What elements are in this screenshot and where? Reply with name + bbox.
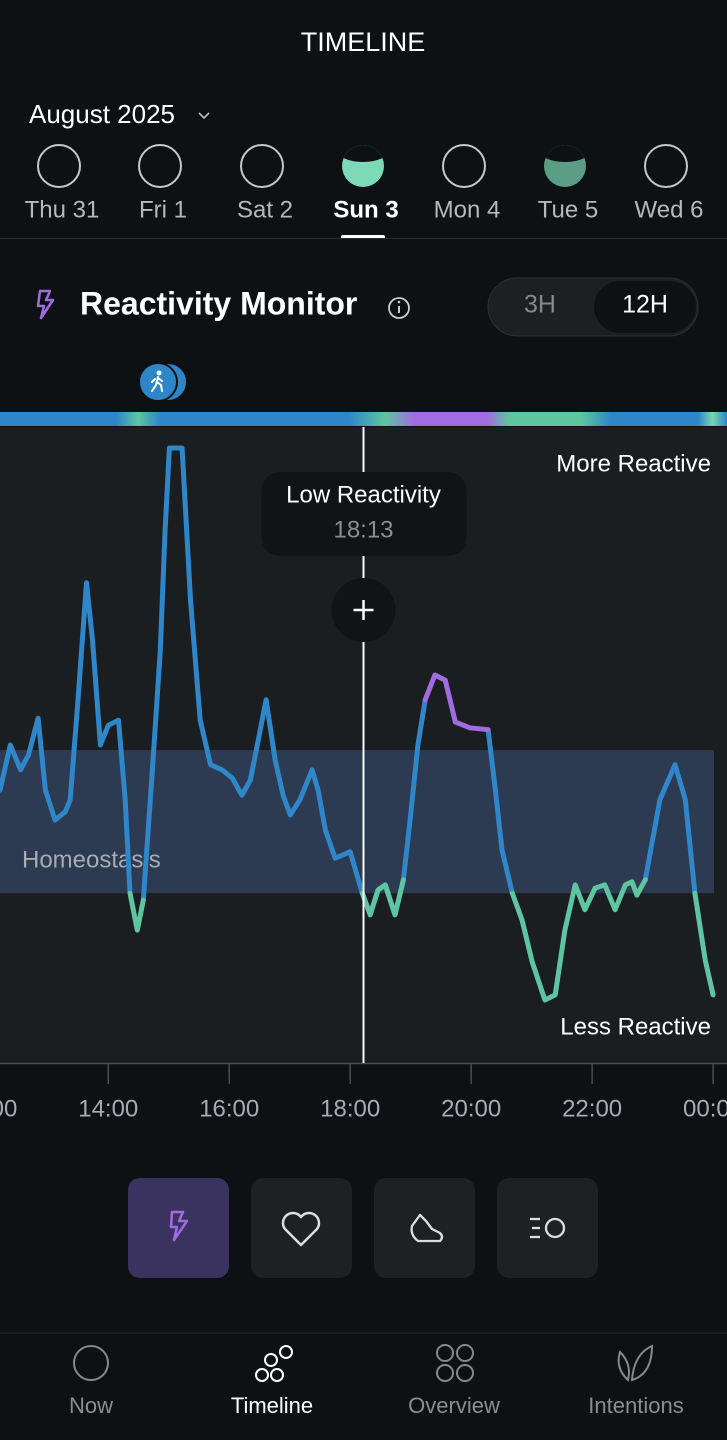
nav-icons: [73, 1344, 654, 1382]
section-title: Reactivity Monitor: [80, 285, 357, 321]
info-icon[interactable]: [388, 297, 410, 319]
add-glyph: [353, 600, 374, 620]
tab-log[interactable]: [497, 1178, 598, 1278]
day-cap: [544, 145, 586, 162]
reactivity-line: [127, 877, 716, 1003]
day-label: Tue 5: [538, 196, 598, 223]
page-title: TIMELINE: [301, 27, 426, 57]
toggle-options: 3H 12H: [524, 281, 696, 333]
day[interactable]: Fri 1: [138, 144, 187, 223]
nav-item[interactable]: Intentions: [588, 1393, 683, 1418]
x-tick-label: 22:00: [562, 1095, 622, 1122]
toggle-option[interactable]: 12H: [622, 291, 668, 319]
day-ring: [442, 144, 486, 188]
day[interactable]: Sat 2: [237, 144, 293, 223]
reactivity-strip: [0, 412, 727, 426]
tooltip-title: Low Reactivity: [286, 481, 441, 508]
day-strip: Thu 31 Fri 1 Sat 2 Sun 3 Mon 4 Tue 5 Wed 6: [25, 138, 704, 239]
nav-item[interactable]: Now: [69, 1393, 113, 1418]
tooltip-time: 18:13: [333, 516, 393, 543]
nav-bar: Now Timeline Overview Intentions: [69, 1393, 684, 1418]
tab-icon: [410, 1213, 444, 1243]
day-label: Mon 4: [434, 196, 501, 223]
x-tick-label: 14:00: [78, 1095, 138, 1122]
day-ring: [240, 144, 284, 188]
x-tick-label: 18:00: [320, 1095, 380, 1122]
chart: Homeostasis More Reactive Less Reactive 12:…: [0, 427, 727, 1122]
day[interactable]: Wed 6: [635, 144, 704, 223]
add-button[interactable]: [331, 578, 396, 642]
x-tick-label: 00:00: [683, 1095, 727, 1122]
day[interactable]: Mon 4: [434, 144, 501, 223]
x-tick-label: 20:00: [441, 1095, 501, 1122]
day-label: Sat 2: [237, 196, 293, 223]
x-tick-label: 12:00: [0, 1095, 17, 1122]
band-label: Homeostasis: [22, 846, 161, 873]
day-label: Thu 31: [25, 196, 100, 223]
day[interactable]: Thu 31: [25, 144, 100, 223]
tab-icon: [530, 1217, 566, 1239]
tab-heart[interactable]: [251, 1178, 352, 1278]
tab-icon: [281, 1211, 321, 1247]
tab-icon: [169, 1210, 189, 1242]
reactivity-line: [0, 445, 698, 918]
activity-marker[interactable]: [138, 362, 188, 402]
reactivity-icon: [36, 289, 55, 320]
day[interactable]: Sun 3: [333, 138, 399, 239]
toggle-active: [594, 281, 696, 333]
day-cap: [342, 145, 384, 162]
day-label: Sun 3: [333, 196, 398, 223]
top-label: More Reactive: [556, 450, 711, 477]
day[interactable]: Tue 5: [538, 138, 598, 223]
day-ring: [37, 144, 81, 188]
nav-item[interactable]: Timeline: [231, 1393, 313, 1418]
month-picker[interactable]: August 2025: [29, 99, 175, 129]
nav-item[interactable]: Overview: [408, 1393, 500, 1418]
bottom-label: Less Reactive: [560, 1013, 711, 1040]
chevron: [198, 112, 210, 120]
tab-steps[interactable]: [374, 1178, 475, 1278]
tooltip: [261, 472, 467, 556]
tab-reactivity[interactable]: [128, 1178, 229, 1278]
day-label: Fri 1: [139, 196, 187, 223]
toggle-option[interactable]: 3H: [524, 291, 556, 319]
day-ring: [644, 144, 688, 188]
x-tick-label: 16:00: [199, 1095, 259, 1122]
day-label: Wed 6: [635, 196, 704, 223]
reactivity-line: [422, 672, 491, 733]
day-ring: [138, 144, 182, 188]
